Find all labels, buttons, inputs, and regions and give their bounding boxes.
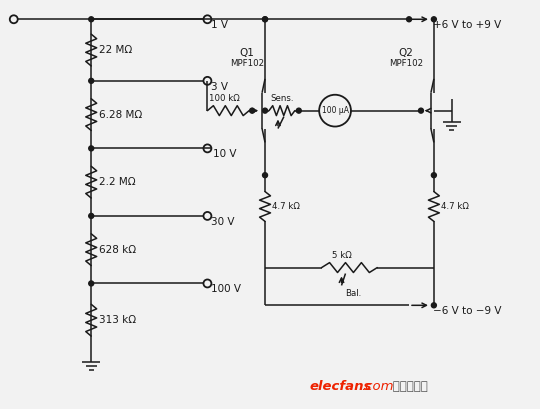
Text: 1 V: 1 V xyxy=(211,20,228,30)
Circle shape xyxy=(89,146,94,151)
Text: −6 V to −9 V: −6 V to −9 V xyxy=(433,306,501,316)
Circle shape xyxy=(407,17,411,22)
Text: 电子发烧友: 电子发烧友 xyxy=(389,380,428,393)
Text: 100 kΩ: 100 kΩ xyxy=(209,94,240,103)
Text: 100 µA: 100 µA xyxy=(321,106,348,115)
Circle shape xyxy=(431,173,436,178)
Circle shape xyxy=(262,173,267,178)
Circle shape xyxy=(89,213,94,218)
Circle shape xyxy=(418,108,423,113)
Text: elecfans: elecfans xyxy=(310,380,372,393)
Text: 5 kΩ: 5 kΩ xyxy=(332,251,352,260)
Text: Q1: Q1 xyxy=(240,48,254,58)
Text: 10 V: 10 V xyxy=(213,149,237,160)
Circle shape xyxy=(262,17,267,22)
Text: MPF102: MPF102 xyxy=(389,59,423,68)
Text: .com: .com xyxy=(361,380,394,393)
Circle shape xyxy=(431,303,436,308)
Text: 313 kΩ: 313 kΩ xyxy=(99,315,136,325)
Text: 3 V: 3 V xyxy=(211,82,228,92)
Text: 22 MΩ: 22 MΩ xyxy=(99,45,132,55)
Circle shape xyxy=(249,108,254,113)
Circle shape xyxy=(89,281,94,286)
Text: Bal.: Bal. xyxy=(346,290,362,299)
Text: 100 V: 100 V xyxy=(211,284,241,294)
Text: Q2: Q2 xyxy=(399,48,414,58)
Circle shape xyxy=(89,79,94,83)
Text: Sens.: Sens. xyxy=(270,94,294,103)
Circle shape xyxy=(431,17,436,22)
Text: MPF102: MPF102 xyxy=(230,59,264,68)
Text: 6.28 MΩ: 6.28 MΩ xyxy=(99,110,143,119)
Text: 30 V: 30 V xyxy=(211,217,235,227)
Text: 628 kΩ: 628 kΩ xyxy=(99,245,136,255)
Text: 4.7 kΩ: 4.7 kΩ xyxy=(272,202,300,211)
Circle shape xyxy=(89,17,94,22)
Text: 4.7 kΩ: 4.7 kΩ xyxy=(441,202,469,211)
Circle shape xyxy=(296,108,301,113)
Circle shape xyxy=(262,17,267,22)
Text: +6 V to +9 V: +6 V to +9 V xyxy=(433,20,501,30)
Circle shape xyxy=(262,108,267,113)
Text: 2.2 MΩ: 2.2 MΩ xyxy=(99,177,136,187)
